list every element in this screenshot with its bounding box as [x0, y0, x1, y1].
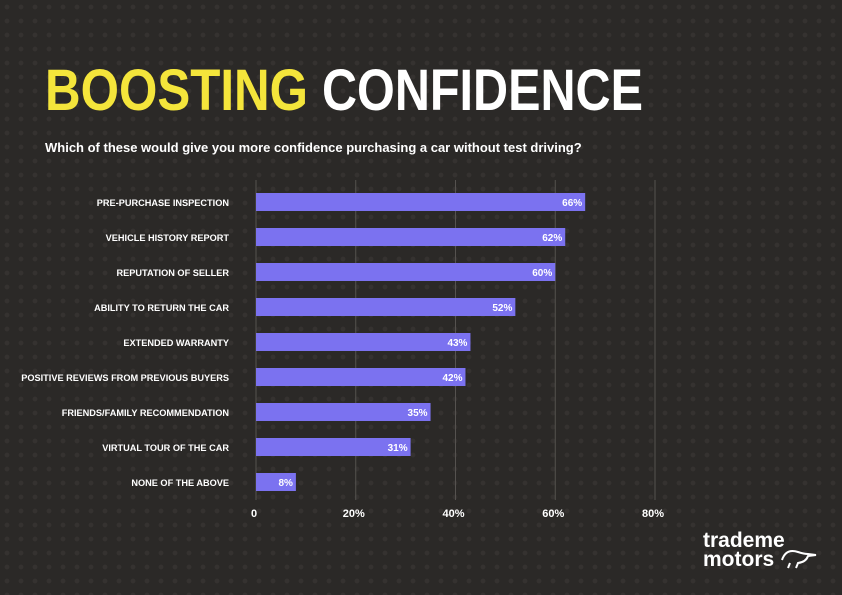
x-tick-label: 20% — [343, 508, 365, 520]
logo-text: trademe — [703, 529, 785, 552]
y-tick-label: ABILITY TO RETURN THE CAR — [94, 303, 229, 313]
y-tick-label: FRIENDS/FAMILY RECOMMENDATION — [62, 408, 230, 418]
logo: trademe motors — [703, 529, 817, 571]
y-tick-label: NONE OF THE ABOVE — [131, 478, 229, 488]
value-label: 52% — [492, 303, 512, 314]
title: CONFIDENCE — [322, 58, 643, 123]
title-highlight: BOOSTING — [45, 58, 308, 123]
logo-icon — [781, 550, 817, 569]
subtitle: Which of these would give you more confi… — [45, 140, 582, 155]
value-label: 43% — [447, 338, 467, 349]
value-label: 31% — [388, 443, 408, 454]
y-tick-label: VIRTUAL TOUR OF THE CAR — [102, 443, 229, 453]
bar — [256, 473, 296, 491]
bar — [256, 368, 466, 386]
y-tick-label: PRE-PURCHASE INSPECTION — [97, 198, 230, 208]
bar — [256, 193, 586, 211]
bar — [256, 333, 471, 351]
x-tick-label: 80% — [642, 508, 664, 520]
x-tick-label: 0 — [251, 508, 257, 520]
value-label: 60% — [532, 268, 552, 279]
y-tick-label: EXTENDED WARRANTY — [123, 338, 229, 348]
x-tick-label: 60% — [542, 508, 564, 520]
bar — [256, 403, 431, 421]
bar — [256, 438, 411, 456]
y-tick-label: VEHICLE HISTORY REPORT — [106, 233, 230, 243]
value-label: 66% — [562, 198, 582, 209]
value-label: 42% — [442, 373, 462, 384]
bar — [256, 263, 556, 281]
bar — [256, 298, 516, 316]
logo-text: motors — [703, 548, 774, 571]
x-tick-label: 40% — [442, 508, 464, 520]
bar — [256, 228, 566, 246]
y-tick-label: POSITIVE REVIEWS FROM PREVIOUS BUYERS — [21, 373, 229, 383]
value-label: 8% — [278, 478, 293, 489]
y-tick-label: REPUTATION OF SELLER — [117, 268, 230, 278]
value-label: 35% — [408, 408, 428, 419]
value-label: 62% — [542, 233, 562, 244]
